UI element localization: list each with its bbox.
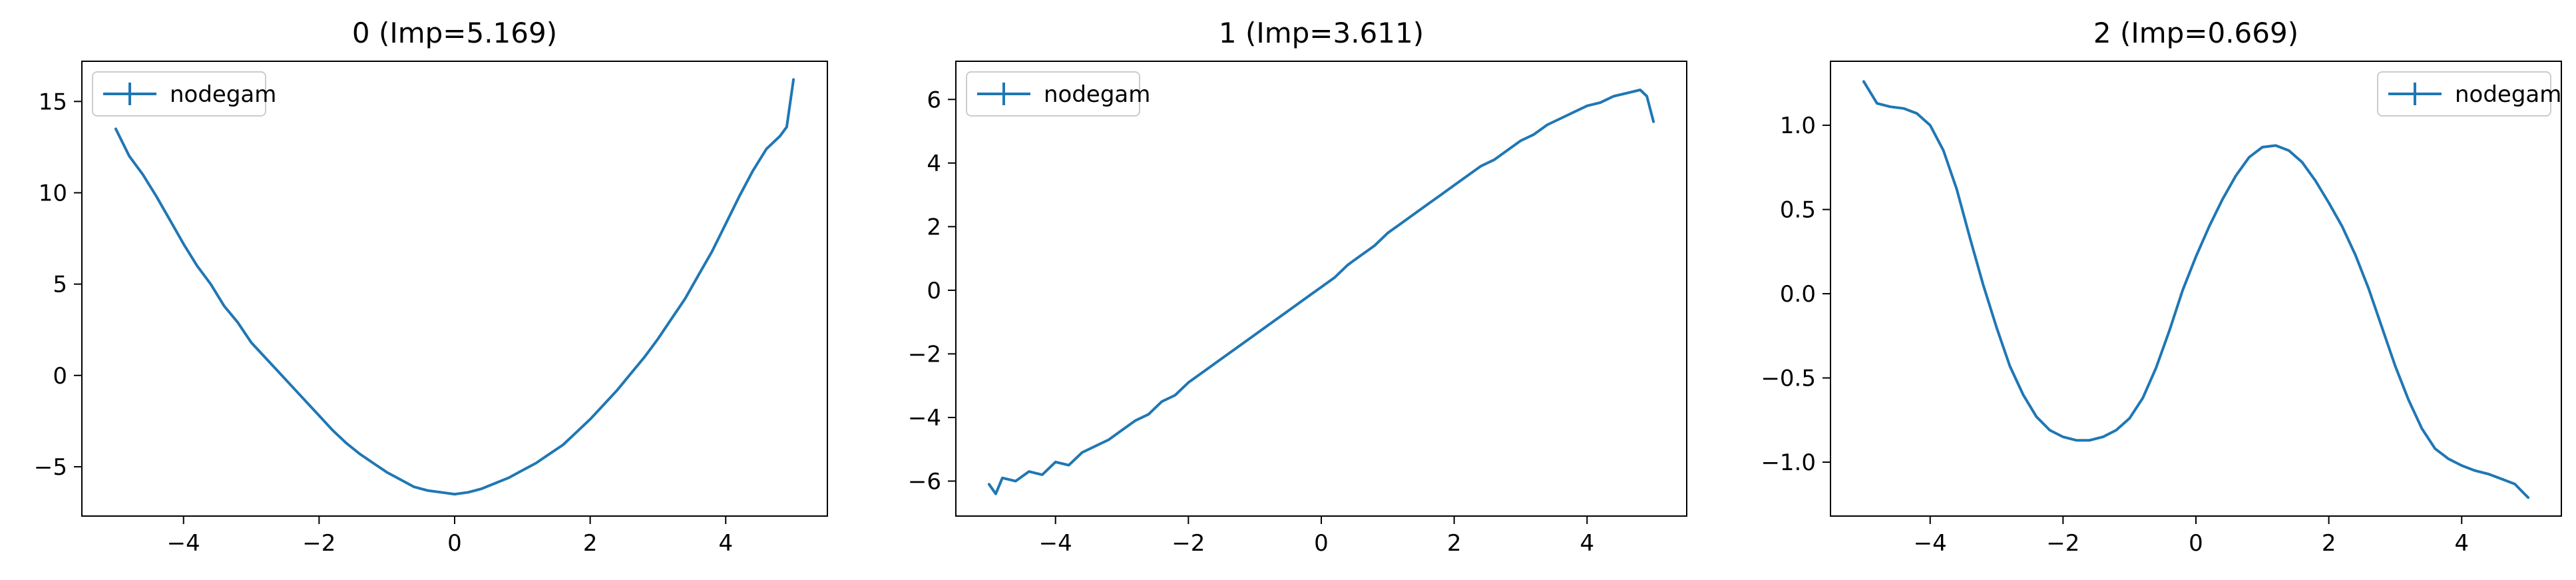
legend: nodegam xyxy=(2377,71,2561,117)
y-tick-label: −6 xyxy=(908,468,941,495)
chart-title: 2 (Imp=0.669) xyxy=(2093,17,2298,49)
y-tick-label: 2 xyxy=(927,214,941,240)
x-tick-label: −2 xyxy=(1172,530,1205,557)
chart-panel-1: 1 (Imp=3.611) −4 −2 0 2 4 −6 −4 −2 0 2 4 6 nodegam xyxy=(908,17,1687,557)
x-tick-label: −2 xyxy=(2046,530,2079,557)
y-tick-label: 10 xyxy=(39,180,67,206)
y-tick-label: 15 xyxy=(39,89,67,115)
x-tick-label: 4 xyxy=(718,530,733,557)
legend-label: nodegam xyxy=(1044,81,1150,108)
y-tick-label: −2 xyxy=(908,341,941,368)
x-tick-label: 2 xyxy=(2322,530,2336,557)
x-tick-label: 4 xyxy=(1580,530,1594,557)
chart-title: 1 (Imp=3.611) xyxy=(1219,17,1424,49)
legend: nodegam xyxy=(92,71,276,117)
x-tick-label: 0 xyxy=(2189,530,2203,557)
x-tick-label: 0 xyxy=(1314,530,1329,557)
x-tick-label: 0 xyxy=(447,530,462,557)
chart-title: 0 (Imp=5.169) xyxy=(352,17,557,49)
legend: nodegam xyxy=(966,71,1150,117)
legend-box xyxy=(92,71,266,117)
y-tick-label: −0.5 xyxy=(1761,366,1816,392)
series-line-0 xyxy=(1862,80,2530,499)
y-tick-label: 0 xyxy=(53,363,67,390)
x-tick-label: 2 xyxy=(1447,530,1462,557)
series-line-0 xyxy=(114,78,795,496)
y-tick-label: −1.0 xyxy=(1761,449,1816,476)
y-tick-label: 1.0 xyxy=(1780,113,1816,139)
legend-label: nodegam xyxy=(170,81,276,108)
y-tick-label: 0.5 xyxy=(1780,197,1816,224)
y-tick-label: −5 xyxy=(34,454,67,481)
y-tick-label: 5 xyxy=(53,272,67,298)
legend-box xyxy=(966,71,1140,117)
chart-panel-0: 0 (Imp=5.169) −4 −2 0 2 4 −5 0 5 10 15 nodegam xyxy=(34,17,828,557)
legend-label: nodegam xyxy=(2455,81,2561,108)
x-tick-label: −2 xyxy=(302,530,335,557)
x-tick-label: −4 xyxy=(1914,530,1947,557)
series-line-0 xyxy=(987,89,1655,495)
x-tick-label: 4 xyxy=(2454,530,2469,557)
y-tick-label: 0 xyxy=(927,278,941,304)
y-tick-label: 6 xyxy=(927,87,941,113)
chart-panel-2: 2 (Imp=0.669) −4 −2 0 2 4 −1.0 −0.5 0.0 0.5 1.0 nod… xyxy=(1761,17,2562,557)
legend-box xyxy=(2377,71,2551,117)
y-tick-label: −4 xyxy=(908,405,941,432)
x-tick-label: 2 xyxy=(583,530,598,557)
x-tick-label: −4 xyxy=(1039,530,1072,557)
y-tick-label: 4 xyxy=(927,150,941,177)
x-tick-label: −4 xyxy=(167,530,200,557)
y-tick-label: 0.0 xyxy=(1780,281,1816,308)
